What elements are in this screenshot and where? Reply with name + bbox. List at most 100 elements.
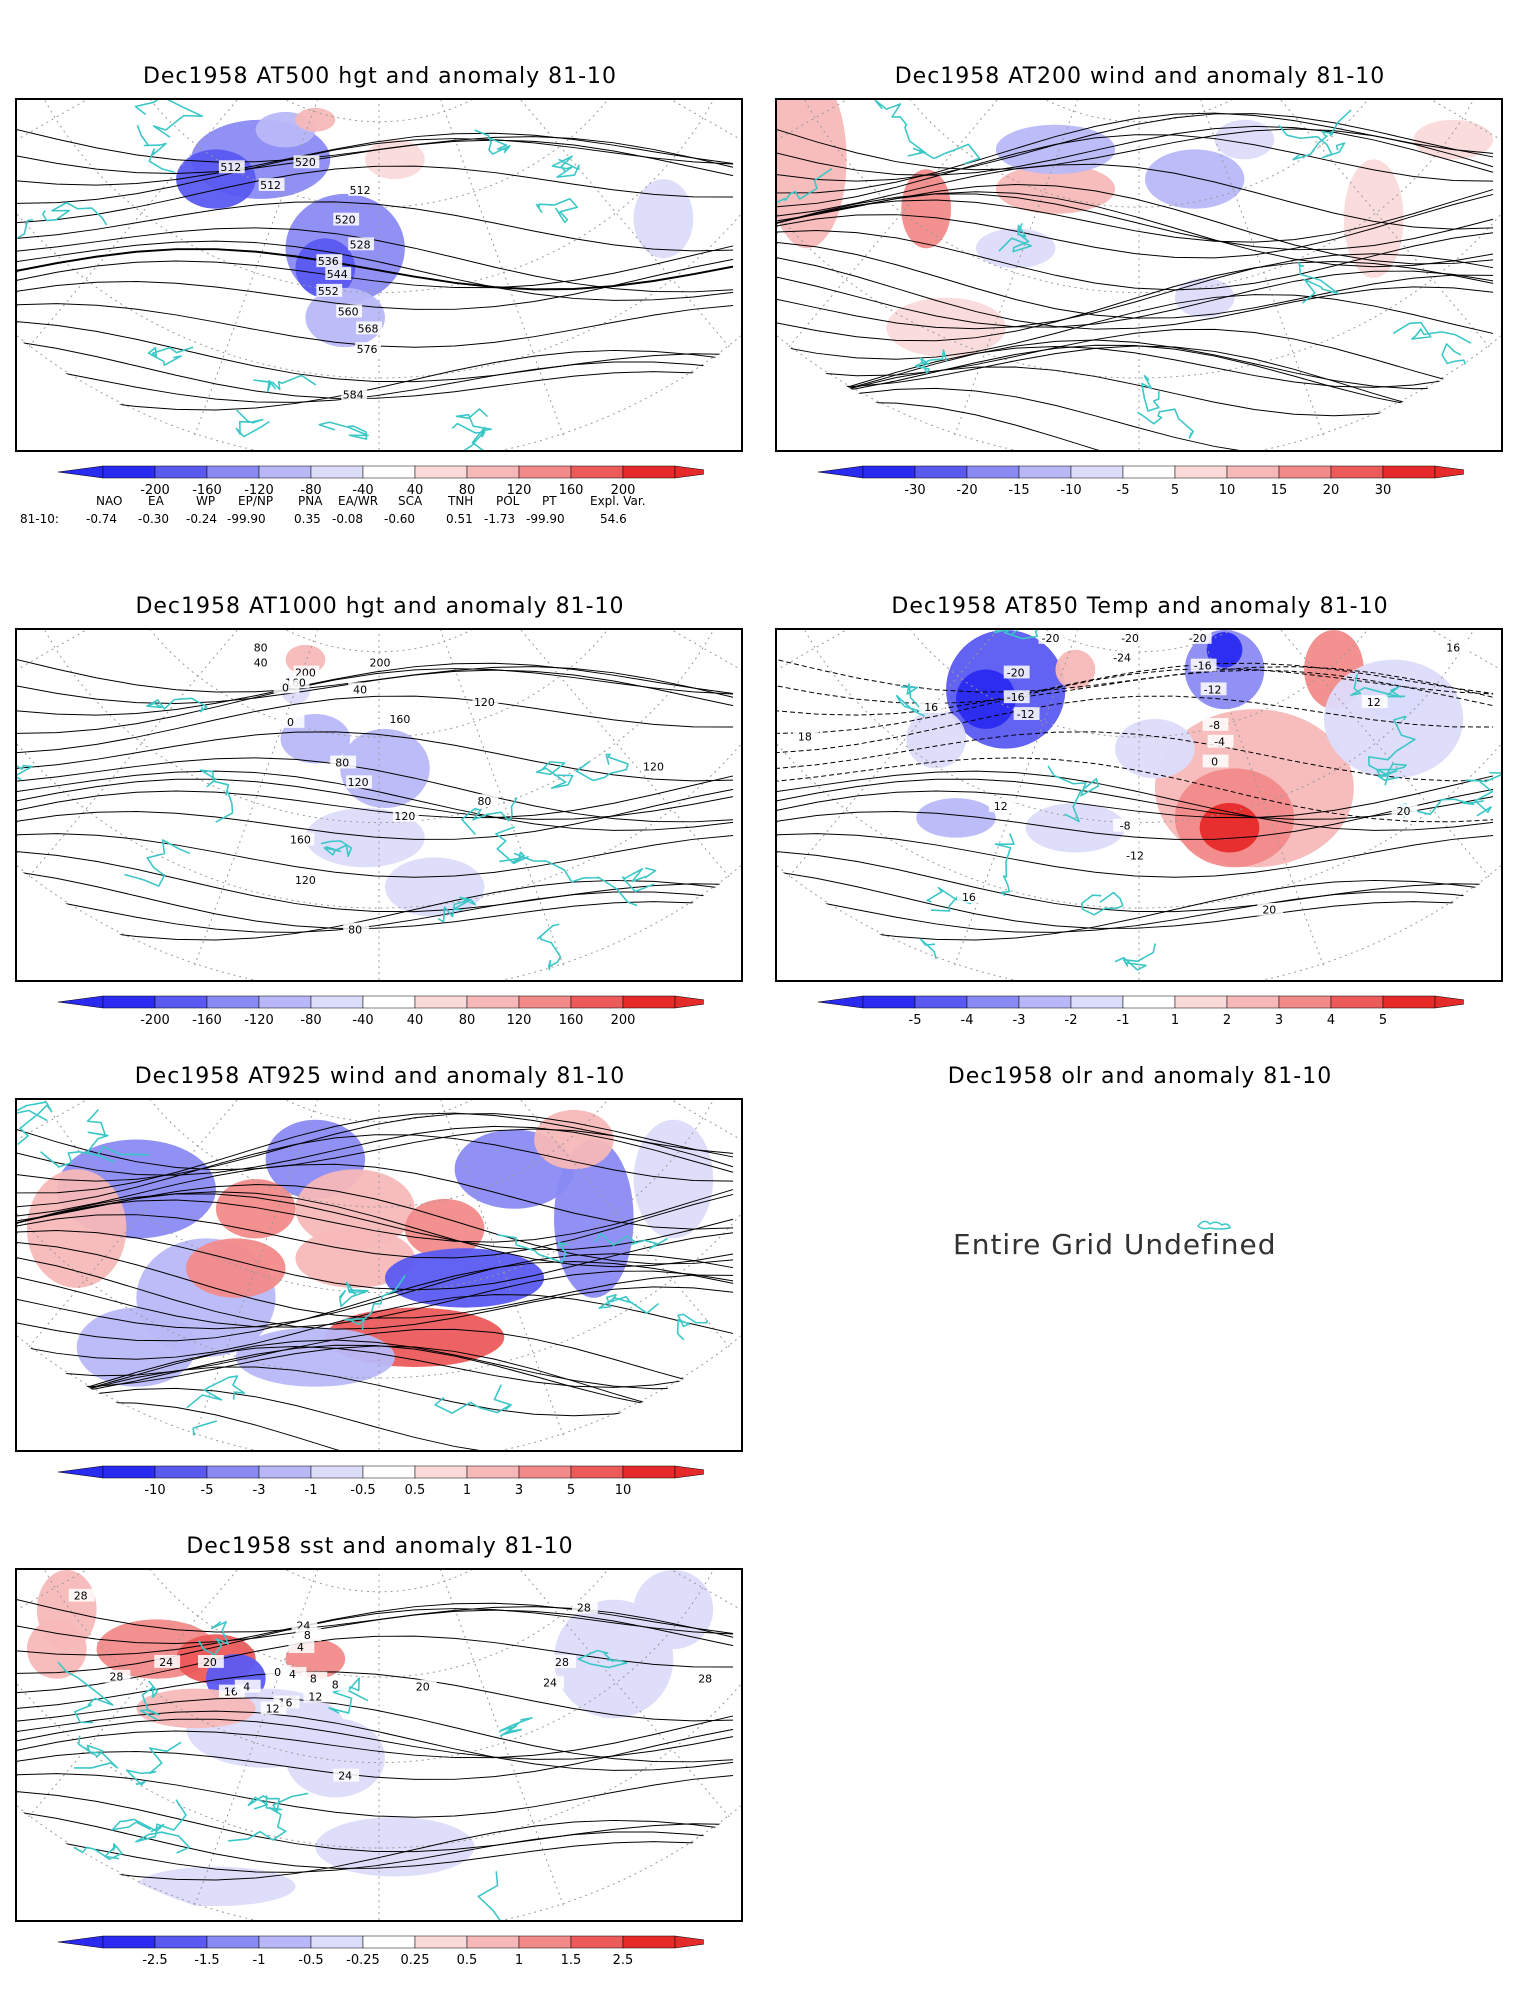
- colorbar-sst: -2.5 -1.5 -1 -0.5 -0.25 0.25 0.5 1 1.5 2.5: [58, 1932, 704, 1980]
- colorbar-segment: [570, 1935, 624, 1949]
- colorbar-tick-label: -2: [1065, 1013, 1078, 1028]
- index-header: EP/NP: [238, 494, 274, 508]
- colorbar-segment: [362, 1465, 416, 1479]
- anomaly-shade: [295, 1169, 415, 1249]
- contour-line: [777, 662, 1494, 716]
- title-wind200: Dec1958 AT200 wind and anomaly 81-10: [894, 64, 1386, 89]
- colorbar-segment: [1226, 995, 1280, 1009]
- contour-line: [777, 669, 1494, 707]
- streamline: [17, 1401, 734, 1450]
- colorbar-segment: [622, 1465, 676, 1479]
- colorbar-tick-label: -3: [1013, 1013, 1026, 1028]
- anomaly-shade: [404, 1198, 485, 1259]
- map-z1000-svg: 8040200160020016012040080120120801201601…: [17, 630, 741, 980]
- colorbar-segment: [518, 1465, 572, 1479]
- contour-label: 560: [338, 306, 359, 319]
- colorbar-tick-label: 200: [611, 1013, 636, 1028]
- latitude-circle: [939, 100, 1339, 123]
- anomaly-shade: [554, 1599, 674, 1719]
- contour-line: [777, 731, 1494, 782]
- colorbar-segment: [1122, 465, 1176, 479]
- contour-label-bg: [104, 1669, 131, 1683]
- streamline: [777, 261, 1494, 342]
- colorbar-segment: [466, 1935, 520, 1949]
- map-t850-svg: -20 -20 -20 -24 -16 -20 -16 -12 -12 -8 -4 0 16 18 12 16…: [777, 630, 1501, 980]
- colorbar-tick-label: 160: [559, 483, 584, 498]
- colorbar-segment: [1070, 995, 1124, 1009]
- contour-label-bg: [330, 755, 357, 769]
- contour-label: 16: [224, 1686, 238, 1699]
- meridian-line: [1138, 630, 1501, 809]
- contour-label: 18: [798, 731, 812, 744]
- contour-label: 552: [318, 285, 339, 298]
- contour-label-bg: [280, 1666, 307, 1680]
- anomaly-shade: [1214, 119, 1275, 160]
- contour-label: -16: [1007, 691, 1025, 704]
- colorbar-segment: [154, 1935, 208, 1949]
- contour-label-bg: [472, 695, 499, 709]
- colorbar-segment: [1382, 995, 1436, 1009]
- colorbar-segment: [622, 995, 676, 1009]
- contour-label-bg: [1361, 695, 1388, 709]
- colorbar-segment: [466, 995, 520, 1009]
- colorbar-segment: [310, 1935, 364, 1949]
- contour-label-bg: [293, 665, 320, 679]
- anomaly-shade: [956, 669, 1016, 729]
- colorbar-tick-label: -160: [192, 1013, 222, 1028]
- contour-line: [17, 361, 734, 403]
- colorbar-tick-label: -120: [244, 1013, 274, 1028]
- contour-label-bg: [291, 1618, 318, 1632]
- contour-line: [17, 245, 734, 310]
- colorbar-tick-label: -0.5: [350, 1483, 375, 1498]
- colorbar-arrow-left: [818, 465, 864, 479]
- contour-line: [17, 227, 734, 293]
- colorbar-arrow-right: [1434, 995, 1464, 1009]
- contour-line: [17, 139, 734, 177]
- streamline: [17, 1193, 734, 1251]
- contour-label: 12: [994, 800, 1008, 813]
- contour-line: [17, 775, 734, 840]
- colorbar-segment: [1122, 995, 1176, 1009]
- colorbar-arrow-right: [674, 465, 704, 479]
- contour-label: 584: [343, 389, 364, 402]
- contour-label: 520: [295, 156, 316, 169]
- anomaly-shade: [384, 857, 485, 917]
- index-row-label: 81-10:: [20, 512, 59, 526]
- streamline: [17, 1253, 734, 1330]
- contour-label: 0: [1211, 755, 1218, 768]
- contour-line: [17, 668, 734, 734]
- streamline: [777, 270, 1494, 328]
- colorbar-tick-label: 80: [459, 1013, 476, 1028]
- colorbar-tick-label: -10: [1060, 483, 1081, 498]
- anomaly-shade: [906, 709, 966, 769]
- index-value: 0.35: [294, 512, 321, 526]
- contour-label: 80: [335, 756, 349, 769]
- streamline: [777, 257, 1494, 330]
- streamline: [17, 1230, 734, 1291]
- contour-label: -8: [1120, 820, 1131, 833]
- anomaly-shade: [176, 149, 256, 209]
- colorbar-tick-label: 0.5: [405, 1483, 426, 1498]
- meridian-line: [140, 1570, 380, 1920]
- contour-line: [17, 129, 734, 168]
- map-sst-svg: 2824242820164048812162024282828244812: [17, 1570, 741, 1920]
- streamline: [777, 387, 1494, 450]
- index-header: Expl. Var.: [590, 494, 646, 508]
- anomaly-shade: [365, 139, 425, 180]
- colorbar-segment: [310, 995, 364, 1009]
- colorbar-arrow-left: [58, 1465, 104, 1479]
- index-header: TNH: [448, 494, 474, 508]
- colorbar-segment: [570, 995, 624, 1009]
- meridian-line: [378, 630, 741, 809]
- contour-line: [17, 132, 734, 186]
- contour-label-bg: [288, 832, 315, 846]
- streamline: [777, 125, 1494, 176]
- anomaly-shade: [1055, 649, 1096, 690]
- contour-label-bg: [348, 237, 375, 251]
- contour-label: -24: [1113, 652, 1131, 665]
- contour-label-bg: [316, 283, 343, 297]
- latitude-circle: [179, 630, 579, 653]
- streamline: [777, 163, 1494, 230]
- contour-label-bg: [1441, 640, 1468, 654]
